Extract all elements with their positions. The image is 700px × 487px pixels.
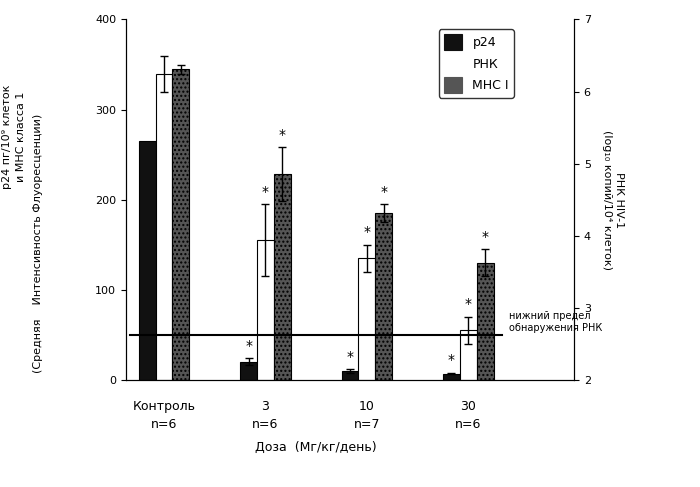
Text: (Средняя    Интенсивность Флуоресценции): (Средняя Интенсивность Флуоресценции)	[34, 114, 43, 373]
Bar	[155, 74, 172, 380]
Text: n=6: n=6	[252, 418, 279, 431]
Text: n=6: n=6	[151, 418, 177, 431]
Y-axis label: РНК HIV-1
(log₁₀ копий/10⁴ клеток): РНК HIV-1 (log₁₀ копий/10⁴ клеток)	[602, 130, 624, 270]
Text: *: *	[346, 350, 354, 364]
Text: 3: 3	[262, 400, 270, 412]
Text: n=6: n=6	[455, 418, 482, 431]
Text: p24 пг/10⁹ клеток: p24 пг/10⁹ клеток	[2, 84, 12, 188]
Text: n=7: n=7	[354, 418, 380, 431]
Text: *: *	[448, 353, 455, 367]
Text: Доза  (Мг/кг/день): Доза (Мг/кг/день)	[256, 441, 377, 454]
Text: 10: 10	[359, 400, 375, 412]
Bar	[172, 69, 190, 380]
Bar	[257, 240, 274, 380]
Bar	[460, 330, 477, 380]
Bar	[358, 258, 375, 380]
Text: *: *	[262, 185, 269, 199]
Bar	[477, 263, 494, 380]
Text: и МНС класса 1: и МНС класса 1	[16, 91, 26, 182]
Text: *: *	[279, 128, 286, 142]
Text: *: *	[465, 298, 472, 311]
Text: *: *	[363, 225, 370, 239]
Bar	[274, 174, 290, 380]
Bar	[375, 213, 392, 380]
Bar	[443, 374, 460, 380]
Text: Контроль: Контроль	[132, 400, 195, 412]
Text: *: *	[380, 185, 387, 199]
Legend: p24, РНК, МНС I: p24, РНК, МНС I	[439, 29, 514, 97]
Text: 30: 30	[461, 400, 476, 412]
Bar	[240, 362, 257, 380]
Text: *: *	[482, 230, 489, 244]
Text: *: *	[245, 339, 252, 353]
Text: нижний предел
обнаружения РНК: нижний предел обнаружения РНК	[509, 311, 602, 333]
Bar	[139, 141, 155, 380]
Bar	[342, 371, 358, 380]
